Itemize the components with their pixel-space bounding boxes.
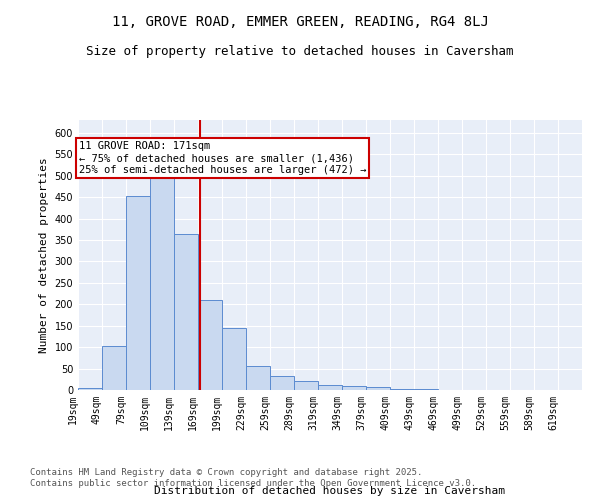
X-axis label: Distribution of detached houses by size in Caversham: Distribution of detached houses by size …	[155, 486, 505, 496]
Bar	[342, 386, 366, 390]
Bar	[222, 328, 246, 390]
Bar	[150, 177, 174, 390]
Bar	[102, 346, 126, 390]
Text: Size of property relative to detached houses in Caversham: Size of property relative to detached ho…	[86, 45, 514, 58]
Text: 11 GROVE ROAD: 171sqm
← 75% of detached houses are smaller (1,436)
25% of semi-d: 11 GROVE ROAD: 171sqm ← 75% of detached …	[79, 142, 366, 174]
Bar	[246, 366, 270, 390]
Bar	[390, 388, 414, 390]
Bar	[78, 388, 102, 390]
Text: 11, GROVE ROAD, EMMER GREEN, READING, RG4 8LJ: 11, GROVE ROAD, EMMER GREEN, READING, RG…	[112, 15, 488, 29]
Bar	[198, 300, 222, 390]
Bar	[126, 196, 150, 390]
Bar	[294, 381, 318, 390]
Bar	[366, 388, 390, 390]
Text: Contains HM Land Registry data © Crown copyright and database right 2025.
Contai: Contains HM Land Registry data © Crown c…	[30, 468, 476, 487]
Bar	[174, 234, 198, 390]
Y-axis label: Number of detached properties: Number of detached properties	[39, 157, 49, 353]
Bar	[270, 376, 294, 390]
Bar	[414, 389, 438, 390]
Bar	[318, 385, 342, 390]
